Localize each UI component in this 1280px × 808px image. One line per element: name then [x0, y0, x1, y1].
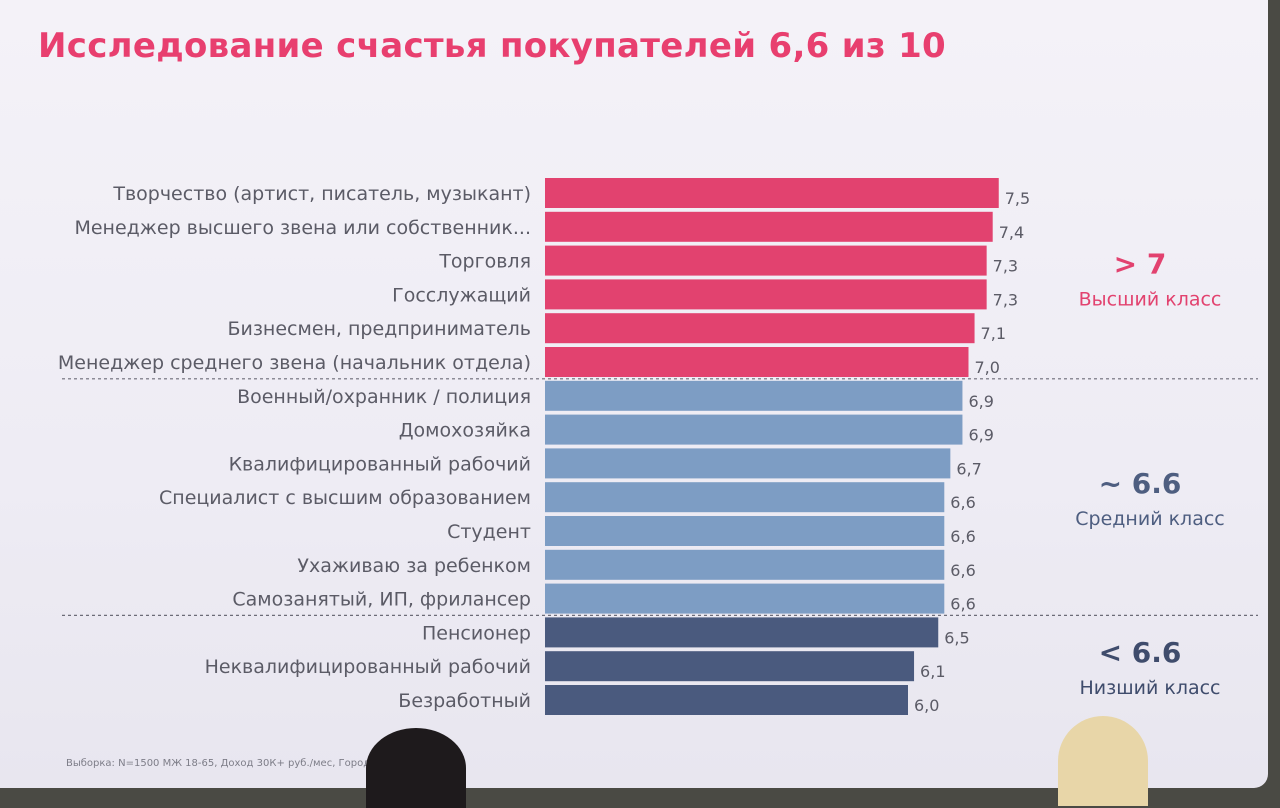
- value-label-8: 6,9: [968, 426, 993, 445]
- value-label-11: 6,6: [950, 527, 975, 546]
- category-label-11: Студент: [447, 521, 531, 543]
- presentation-slide: Исследование счастья покупателей 6,6 из …: [0, 0, 1268, 788]
- category-label-14: Пенсионер: [422, 622, 531, 644]
- bar-11: [545, 516, 945, 546]
- audience-head-right: [1058, 716, 1148, 806]
- value-label-7: 6,9: [968, 392, 993, 411]
- audience-head-left: [366, 728, 466, 808]
- group-head-1: > 7: [1114, 248, 1167, 281]
- value-label-1: 7,5: [1005, 189, 1030, 208]
- bar-13: [545, 583, 945, 614]
- happiness-bar-chart: Творчество (артист, писатель, музыкант) 7…: [58, 178, 1258, 715]
- category-label-5: Бизнесмен, предприниматель: [227, 318, 531, 340]
- value-label-2: 7,4: [999, 223, 1024, 242]
- value-label-3: 7,3: [993, 257, 1018, 276]
- value-label-16: 6,0: [914, 696, 939, 715]
- bar-3: [545, 245, 987, 276]
- group-name-1: Высший класс: [1079, 289, 1222, 311]
- category-label-6: Менеджер среднего звена (начальник отдел…: [58, 352, 531, 374]
- category-label-3: Торговля: [438, 251, 531, 273]
- category-label-2: Менеджер высшего звена или собственник..…: [74, 217, 531, 239]
- category-label-15: Неквалифицированный рабочий: [205, 656, 531, 678]
- group-name-3: Низший класс: [1079, 677, 1220, 699]
- bar-10: [545, 482, 945, 513]
- value-label-6: 7,0: [975, 358, 1000, 377]
- value-label-14: 6,5: [944, 628, 969, 647]
- bar-8: [545, 414, 963, 445]
- bar-16: [545, 685, 908, 715]
- value-label-15: 6,1: [920, 662, 945, 681]
- chart-title: Исследование счастья покупателей 6,6 из …: [38, 26, 946, 66]
- value-label-12: 6,6: [950, 561, 975, 580]
- group-name-2: Средний класс: [1075, 508, 1224, 530]
- bar-5: [545, 313, 975, 344]
- value-label-9: 6,7: [956, 459, 981, 478]
- group-head-2: ~ 6.6: [1099, 467, 1182, 500]
- category-label-10: Специалист с высшим образованием: [159, 487, 531, 509]
- value-label-13: 6,6: [950, 595, 975, 614]
- category-label-7: Военный/охранник / полиция: [237, 386, 531, 408]
- sample-footnote: Выборка: N=1500 МЖ 18-65, Доход 30К+ руб…: [66, 758, 433, 769]
- bar-12: [545, 549, 945, 580]
- category-label-16: Безработный: [398, 690, 531, 712]
- bar-9: [545, 448, 951, 479]
- bar-7: [545, 380, 963, 411]
- category-label-12: Ухаживаю за ребенком: [297, 555, 531, 577]
- bar-6: [545, 347, 969, 377]
- value-label-5: 7,1: [981, 324, 1006, 343]
- bar-1: [545, 178, 999, 208]
- category-label-13: Самозанятый, ИП, фрилансер: [232, 589, 531, 611]
- value-label-10: 6,6: [950, 493, 975, 512]
- category-label-9: Квалифицированный рабочий: [229, 453, 531, 475]
- group-head-3: < 6.6: [1099, 636, 1182, 669]
- bar-2: [545, 211, 993, 242]
- value-label-4: 7,3: [993, 290, 1018, 309]
- bar-4: [545, 279, 987, 310]
- category-label-1: Творчество (артист, писатель, музыкант): [112, 183, 531, 205]
- bar-15: [545, 651, 915, 682]
- bar-14: [545, 617, 939, 648]
- category-label-8: Домохозяйка: [399, 420, 531, 442]
- category-label-4: Госслужащий: [392, 284, 531, 306]
